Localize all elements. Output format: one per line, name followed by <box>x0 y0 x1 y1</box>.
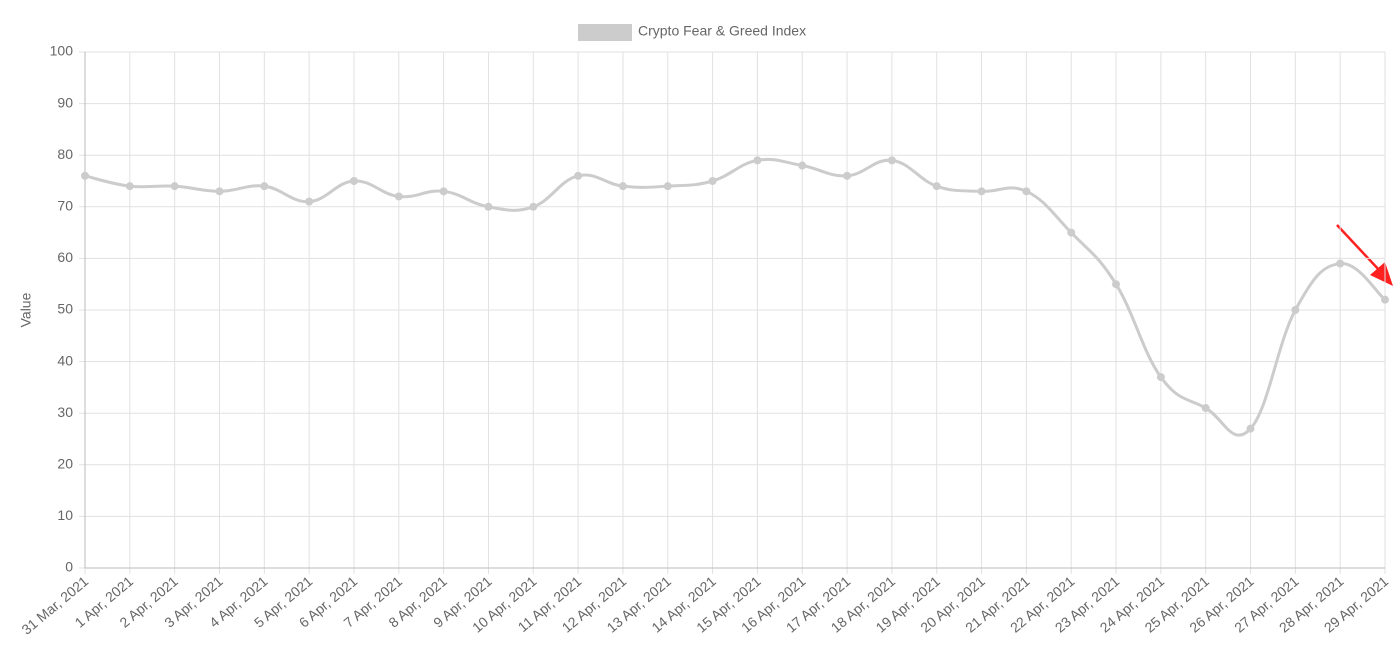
point <box>1291 306 1300 314</box>
legend-swatch <box>578 24 632 41</box>
point <box>1022 187 1031 196</box>
y-axis-label: Value <box>18 292 34 327</box>
point <box>798 161 807 170</box>
point <box>260 182 269 191</box>
point <box>529 202 538 211</box>
y-tick-label: 0 <box>65 559 73 575</box>
y-tick-label: 40 <box>57 352 73 368</box>
legend-label: Crypto Fear & Greed Index <box>638 23 806 39</box>
point <box>1067 228 1076 237</box>
point <box>753 156 762 165</box>
point <box>81 171 89 180</box>
point <box>977 187 986 196</box>
annotation-arrow <box>1336 224 1393 286</box>
point <box>349 177 358 185</box>
point <box>932 182 941 191</box>
point <box>843 171 852 180</box>
point <box>1112 280 1121 289</box>
y-tick-label: 30 <box>57 404 73 420</box>
point <box>1156 373 1165 382</box>
point <box>574 171 583 180</box>
point <box>1381 295 1389 304</box>
y-tick-label: 70 <box>57 198 73 214</box>
y-tick-label: 90 <box>57 94 73 110</box>
point <box>305 197 314 206</box>
point <box>618 182 627 191</box>
y-tick-label: 100 <box>50 43 74 59</box>
point <box>708 177 717 185</box>
point <box>1246 424 1255 433</box>
point <box>887 156 896 165</box>
point <box>1201 404 1210 413</box>
y-tick-label: 80 <box>57 146 73 162</box>
point <box>1336 259 1345 268</box>
y-tick-label: 20 <box>57 456 73 472</box>
point <box>125 182 134 191</box>
point <box>439 187 448 196</box>
point <box>484 202 493 211</box>
line <box>84 157 1387 437</box>
y-tick-label: 60 <box>57 249 73 265</box>
point <box>170 182 179 191</box>
legend[interactable]: Crypto Fear & Greed Index <box>578 23 806 41</box>
y-tick-label: 50 <box>57 301 73 317</box>
point <box>215 187 224 196</box>
point <box>394 192 403 201</box>
point <box>663 182 672 191</box>
y-tick-label: 10 <box>57 507 73 523</box>
